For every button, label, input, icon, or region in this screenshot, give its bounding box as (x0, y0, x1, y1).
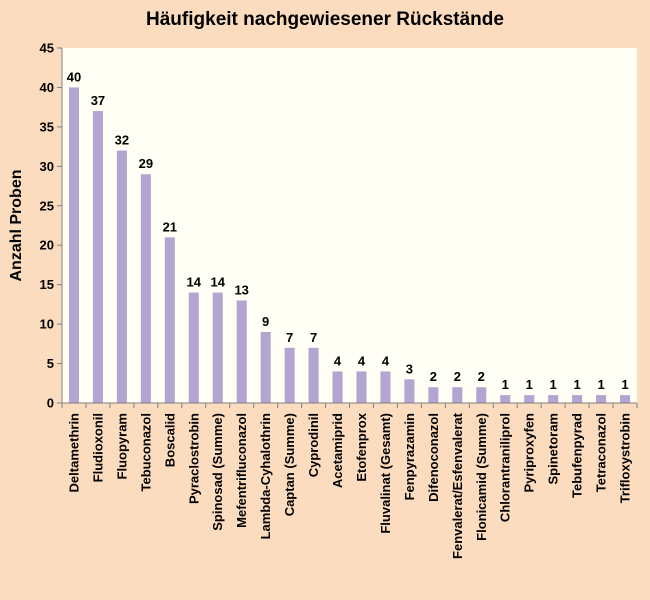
chart-title: Häufigkeit nachgewiesener Rückstände (146, 9, 504, 30)
bar (236, 300, 247, 403)
x-tick-label: Acetamiprid (330, 413, 345, 488)
bar (260, 332, 271, 403)
x-tick-label: Deltamethrin (66, 413, 81, 493)
bar (164, 237, 175, 403)
x-tick-label: Fluopyram (114, 413, 129, 479)
y-tick-label: 40 (40, 80, 54, 95)
y-tick-label: 5 (47, 356, 54, 371)
axes-group: 0 5 10 15 20 25 30 35 40 45 Deltamethrin Fludioxoni… (40, 41, 638, 559)
data-label: 32 (115, 133, 129, 148)
data-label: 21 (163, 219, 177, 234)
x-tick-label: Fluvalinat (Gesamt) (378, 413, 393, 534)
data-label: 14 (210, 275, 225, 290)
y-tick-label: 20 (40, 238, 54, 253)
bar (116, 150, 127, 403)
data-label: 37 (91, 93, 105, 108)
data-label: 1 (550, 377, 557, 392)
bar (428, 387, 439, 403)
bar (524, 395, 535, 403)
bar (356, 371, 367, 403)
y-tick-label: 0 (47, 396, 54, 411)
x-tick-label: Mefentrifluconazol (234, 413, 249, 528)
plot-area (62, 48, 637, 403)
bar (92, 111, 103, 403)
data-label: 40 (67, 69, 81, 84)
bar (140, 174, 151, 403)
x-tick-label: Spinosad (Summe) (210, 413, 225, 531)
data-label: 14 (187, 275, 202, 290)
bar (452, 387, 463, 403)
data-label: 2 (430, 369, 437, 384)
x-tick-label: Fenpyrazamin (402, 413, 417, 500)
y-tick-label: 25 (40, 198, 54, 213)
y-tick-label: 45 (40, 41, 54, 56)
bar (572, 395, 583, 403)
x-tick-label: Flonicamid (Summe) (474, 413, 489, 541)
bar (619, 395, 631, 403)
y-tick-label: 30 (40, 159, 54, 174)
x-tick-label: Captan (Summe) (282, 413, 297, 516)
x-tick-label: Chlorantraniliprol (498, 413, 513, 522)
bar (380, 371, 391, 403)
data-label: 4 (334, 353, 342, 368)
bar (500, 395, 511, 403)
data-label: 2 (478, 369, 485, 384)
data-label: 1 (526, 377, 533, 392)
x-tick-label: Cyprodinil (306, 413, 321, 477)
x-tick-label: Lambda-Cyhalothrin (258, 413, 273, 539)
data-label: 9 (262, 314, 269, 329)
bar (308, 347, 319, 403)
x-tick-label: Boscalid (162, 413, 177, 467)
y-axis-label: Anzahl Proben (8, 169, 25, 281)
x-tick-label: Fenvalerat/Esfenvalerat (450, 412, 465, 559)
data-label: 3 (406, 361, 413, 376)
x-tick-label: Fludioxonil (90, 413, 105, 482)
data-label: 1 (502, 377, 509, 392)
x-tick-label: Pyriproxyfen (522, 413, 537, 493)
data-label: 4 (382, 353, 390, 368)
bar (404, 379, 415, 403)
x-tick-label: Tebuconazol (138, 413, 153, 491)
x-tick-label: Spinetoram (546, 413, 561, 485)
data-label: 2 (454, 369, 461, 384)
bar (68, 87, 80, 403)
data-label: 1 (597, 377, 604, 392)
x-tick-label: Etofenprox (354, 412, 369, 481)
x-tick-label: Tetraconazol (594, 413, 609, 492)
y-tick-label: 10 (40, 317, 54, 332)
bar (332, 371, 343, 403)
bar (188, 292, 199, 403)
bar (596, 395, 607, 403)
bar (548, 395, 559, 403)
data-label: 7 (310, 330, 317, 345)
x-tick-label: Tebufenpyrad (570, 413, 585, 498)
x-tick-label: Difenoconazol (426, 413, 441, 502)
data-label: 13 (234, 282, 248, 297)
data-label: 1 (573, 377, 580, 392)
y-tick-label: 15 (40, 277, 54, 292)
bar (212, 292, 223, 403)
x-tick-label: Pyraclostrobin (186, 413, 201, 504)
data-label: 4 (358, 353, 366, 368)
data-label: 29 (139, 156, 153, 171)
data-label: 7 (286, 330, 293, 345)
y-tick-label: 35 (40, 119, 54, 134)
x-tick-label: Trifloxystrobin (618, 413, 633, 503)
data-label: 1 (621, 377, 628, 392)
bar (476, 387, 487, 403)
bar (284, 347, 295, 403)
